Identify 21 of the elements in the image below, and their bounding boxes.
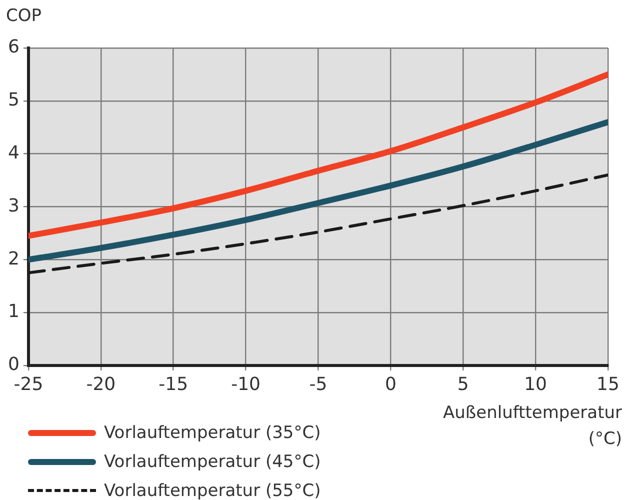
y-tick-label: 1 <box>8 301 20 322</box>
x-tick-label: 0 <box>384 374 396 395</box>
y-tick-label: 6 <box>8 36 20 58</box>
x-tick-label: -5 <box>309 374 328 395</box>
legend-label: Vorlauftemperatur (55°C) <box>104 480 321 500</box>
legend-label: Vorlauftemperatur (45°C) <box>104 452 321 472</box>
x-tick-label: 10 <box>524 374 548 395</box>
legend-label: Vorlauftemperatur (35°C) <box>104 422 321 442</box>
x-axis-title: Außenlufttemperatur (°C) <box>443 402 622 451</box>
x-tick-label: -25 <box>14 374 44 395</box>
x-tick-label: -10 <box>231 374 260 395</box>
y-axis-title: COP <box>6 6 42 26</box>
y-tick-label: 4 <box>8 142 20 164</box>
y-tick-label: 3 <box>8 195 20 216</box>
y-tick-label: 0 <box>8 354 20 376</box>
y-tick-label: 5 <box>8 90 20 111</box>
x-tick-label: 5 <box>457 374 469 395</box>
x-tick-label: -15 <box>158 374 188 395</box>
x-tick-label: -20 <box>86 374 116 395</box>
x-tick-label: 15 <box>596 374 620 395</box>
y-tick-label: 2 <box>8 248 20 270</box>
